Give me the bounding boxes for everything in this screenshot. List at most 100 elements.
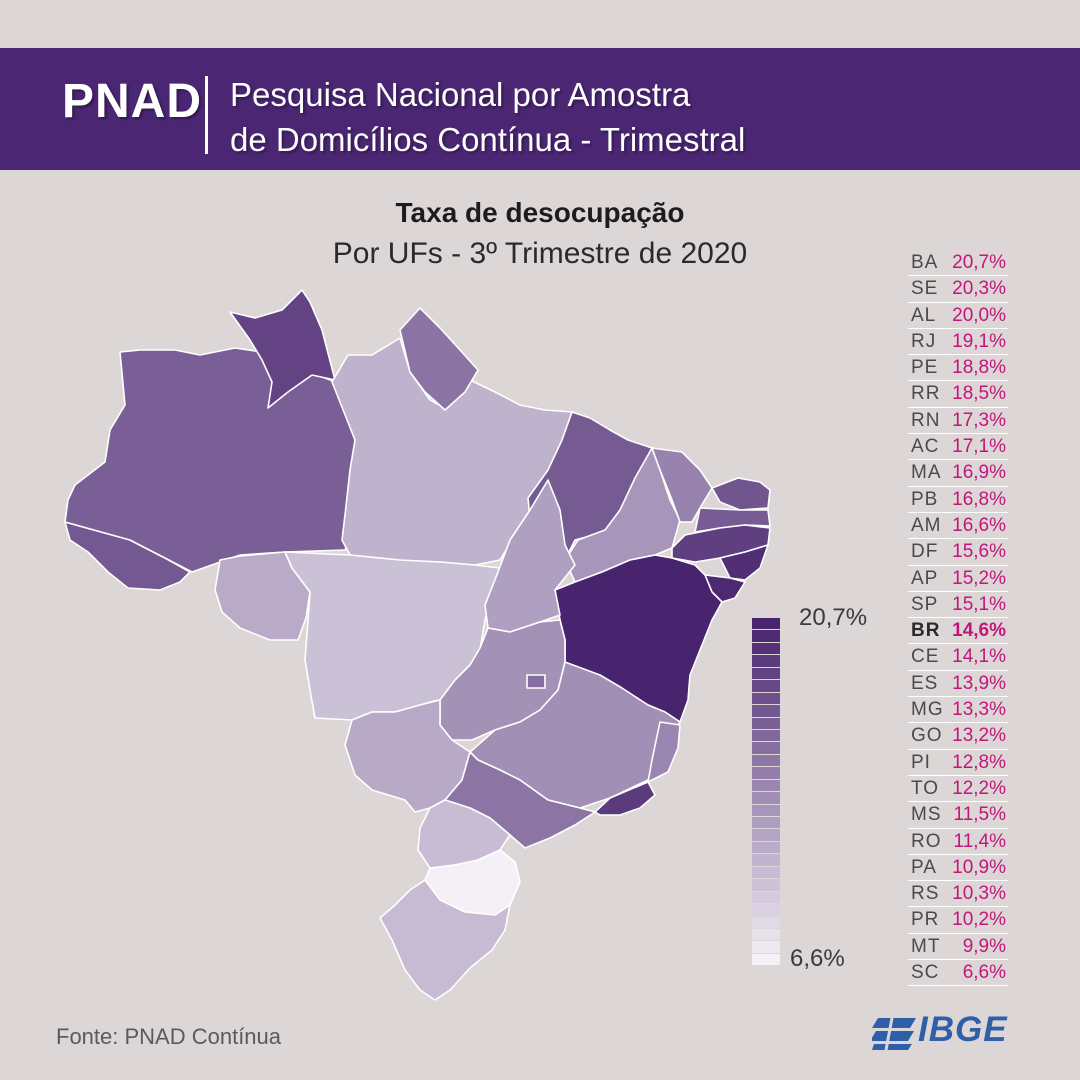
state-rr <box>229 289 336 409</box>
ranking-value: 15,6% <box>952 541 1006 563</box>
ranking-uf: GO <box>911 725 943 747</box>
ranking-value: 14,6% <box>952 620 1006 642</box>
header-subtitle-line1: Pesquisa Nacional por Amostra <box>230 76 691 113</box>
scale-step <box>752 705 780 718</box>
scale-step <box>752 817 780 830</box>
ranking-value: 20,3% <box>952 278 1006 300</box>
ranking-row: PE 18,8% <box>908 355 1008 382</box>
scale-max-label: 20,7% <box>799 604 868 631</box>
scale-step <box>752 792 780 805</box>
ranking-value: 17,3% <box>952 409 1006 431</box>
ranking-uf: RJ <box>911 330 937 352</box>
ranking-uf: PE <box>911 357 939 379</box>
ranking-row: CE 14,1% <box>908 644 1008 671</box>
ranking-value: 16,6% <box>952 514 1006 536</box>
state-ap <box>399 307 479 411</box>
ranking-value: 17,1% <box>952 436 1006 458</box>
ibge-logo-mark <box>872 1017 916 1051</box>
scale-step <box>752 642 780 656</box>
ranking-value: 9,9% <box>962 935 1006 957</box>
ranking-uf: ES <box>911 672 939 694</box>
pnad-brand: PNAD <box>62 75 203 128</box>
ranking-value: 15,2% <box>952 567 1006 589</box>
ranking-row: RR 18,5% <box>908 381 1008 408</box>
ranking-uf: MA <box>911 462 942 484</box>
header-subtitle-line2: de Domicílios Contínua - Trimestral <box>230 121 746 158</box>
scale-step <box>752 655 780 668</box>
ranking-uf: RS <box>911 883 940 905</box>
ranking-row: GO 13,2% <box>908 723 1008 750</box>
ranking-uf: RN <box>911 409 941 431</box>
ranking-uf: SC <box>911 962 940 984</box>
scale-step <box>752 630 780 643</box>
ranking-uf: RO <box>911 830 942 852</box>
scale-step <box>752 754 780 768</box>
ranking-value: 12,8% <box>952 751 1006 773</box>
ranking-row: TO 12,2% <box>908 776 1008 803</box>
scale-step <box>752 879 780 892</box>
scale-step <box>752 618 780 631</box>
ranking-value: 11,4% <box>953 830 1006 852</box>
scale-step <box>752 729 780 743</box>
scale-step <box>752 742 780 755</box>
state-ce <box>651 447 713 523</box>
ranking-row: SP 15,1% <box>908 592 1008 619</box>
state-es <box>647 721 681 783</box>
state-rn <box>711 477 771 511</box>
ranking-uf: CE <box>911 646 940 668</box>
ranking-value: 14,1% <box>952 646 1006 668</box>
ranking-row: BA 20,7% <box>908 250 1008 277</box>
ranking-row: AP 15,2% <box>908 566 1008 592</box>
ranking-uf: MS <box>911 804 942 826</box>
state-df <box>526 674 546 689</box>
ranking-row: PR 10,2% <box>908 907 1008 934</box>
ranking-row: AM 16,6% <box>908 513 1008 540</box>
ranking-value: 16,9% <box>952 462 1006 484</box>
ranking-value: 13,9% <box>952 672 1006 694</box>
ranking-row: BR 14,6% <box>908 618 1008 645</box>
scale-step <box>752 941 780 954</box>
ranking-row: RS 10,3% <box>908 881 1008 908</box>
ranking-value: 15,1% <box>952 593 1006 615</box>
ibge-logo: IBGE <box>872 1010 1022 1051</box>
scale-step <box>752 667 780 681</box>
state-rs <box>379 879 511 1001</box>
ranking-uf: MG <box>911 699 944 721</box>
ranking-uf: PB <box>911 488 939 510</box>
uf-ranking-list: BA 20,7% SE 20,3% AL 20,0% RJ 19,1% PE 18,8% RR 18,… <box>908 250 1008 987</box>
scale-step <box>752 767 780 780</box>
state-am <box>64 337 366 573</box>
ranking-row: DF 15,6% <box>908 539 1008 566</box>
scale-step <box>752 928 780 942</box>
ranking-value: 11,5% <box>953 804 1006 826</box>
color-scale-legend <box>752 618 780 967</box>
ranking-row: ES 13,9% <box>908 671 1008 698</box>
ranking-uf: AM <box>911 514 942 536</box>
scale-step <box>752 841 780 855</box>
scale-step <box>752 866 780 880</box>
ranking-row: MS 11,5% <box>908 802 1008 829</box>
ranking-value: 10,3% <box>952 883 1006 905</box>
map-subtitle: Por UFs - 3º Trimestre de 2020 <box>332 237 748 270</box>
header-banner <box>0 48 1080 170</box>
state-pb <box>694 507 771 533</box>
ranking-row: RN 17,3% <box>908 408 1008 435</box>
ranking-value: 6,6% <box>962 962 1006 984</box>
ranking-row: RO 11,4% <box>908 829 1008 855</box>
ranking-uf: BR <box>911 620 941 642</box>
ranking-uf: RR <box>911 383 941 405</box>
scale-step <box>752 953 780 967</box>
scale-step <box>752 829 780 842</box>
scale-step <box>752 680 780 693</box>
scale-step <box>752 779 780 793</box>
ranking-value: 20,7% <box>952 252 1006 273</box>
scale-step <box>752 692 780 706</box>
ranking-value: 20,0% <box>952 304 1006 326</box>
ranking-uf: TO <box>911 777 940 799</box>
ranking-uf: SE <box>911 278 939 300</box>
ranking-uf: PI <box>911 751 931 773</box>
ranking-value: 12,2% <box>952 777 1006 799</box>
scale-step <box>752 804 780 817</box>
ranking-value: 18,8% <box>952 357 1006 379</box>
